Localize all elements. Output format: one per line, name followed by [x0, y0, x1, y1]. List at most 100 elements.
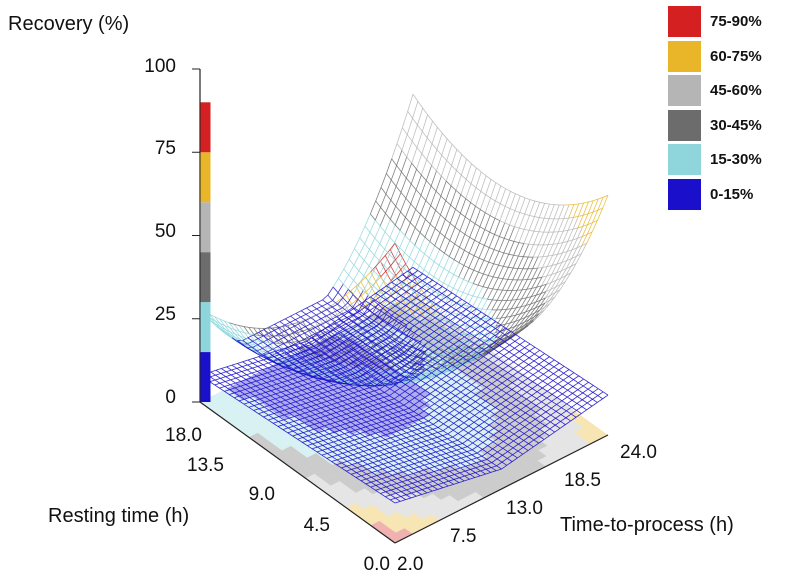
- upper-surface-mesh-line: [338, 351, 344, 355]
- lower-surface-mesh-line: [559, 424, 566, 429]
- upper-surface-mesh-line: [420, 214, 426, 220]
- upper-surface-mesh-line: [359, 352, 365, 357]
- upper-surface-mesh-line: [434, 245, 440, 250]
- lower-surface-mesh-line: [373, 455, 379, 459]
- upper-surface-mesh-line: [452, 276, 459, 289]
- upper-surface-mesh-line: [449, 222, 456, 228]
- upper-surface-mesh-line: [436, 133, 443, 150]
- upper-surface-mesh-line: [476, 298, 483, 309]
- lower-surface-mesh-line: [533, 435, 540, 441]
- upper-surface-mesh-line: [455, 355, 461, 360]
- lower-surface-mesh-line: [535, 408, 542, 413]
- upper-surface-mesh-line: [351, 299, 357, 305]
- upper-surface-mesh-line: [555, 277, 562, 288]
- upper-surface-mesh-line: [368, 365, 375, 371]
- upper-surface-mesh-line: [547, 265, 553, 267]
- upper-surface-mesh-line: [485, 179, 492, 195]
- lower-surface-mesh-line: [516, 388, 523, 394]
- lower-surface-mesh-line: [534, 350, 540, 355]
- upper-surface-mesh-line: [331, 314, 338, 319]
- upper-surface-mesh-line: [546, 282, 552, 285]
- upper-surface-mesh-line: [518, 229, 525, 243]
- floor-contour-cell: [423, 504, 441, 515]
- upper-surface-mesh-line: [520, 317, 526, 320]
- lower-surface-mesh-line: [432, 489, 438, 492]
- upper-surface-mesh-line: [446, 138, 453, 145]
- lower-surface-mesh-line: [470, 467, 476, 470]
- upper-surface-mesh-line: [578, 202, 584, 205]
- upper-surface-mesh-line: [552, 243, 558, 245]
- upper-surface-mesh-line: [522, 244, 530, 257]
- upper-surface-mesh-line: [485, 175, 492, 180]
- floor-contour-cell: [371, 390, 389, 401]
- upper-surface-mesh-line: [398, 268, 405, 280]
- lower-surface-mesh-line: [537, 380, 544, 386]
- upper-surface-mesh-line: [468, 281, 474, 284]
- lower-surface-mesh-line: [499, 420, 505, 425]
- lower-surface-mesh-line: [567, 379, 574, 384]
- floor-contour-cell: [243, 385, 261, 396]
- lower-surface-mesh-line: [562, 382, 569, 388]
- upper-surface-mesh-line: [258, 329, 265, 333]
- upper-surface-mesh-line: [441, 132, 448, 140]
- upper-surface-mesh-line: [509, 239, 515, 242]
- lower-surface-mesh-line: [491, 458, 498, 463]
- floor-contour-cell: [330, 481, 348, 492]
- upper-surface-mesh-line: [390, 179, 397, 187]
- upper-surface-mesh-line: [273, 330, 280, 335]
- upper-surface-mesh-line: [300, 310, 307, 315]
- upper-surface-mesh-line: [385, 351, 391, 356]
- upper-surface-mesh-line: [389, 254, 395, 260]
- upper-surface-mesh-line: [297, 320, 303, 324]
- lower-surface-mesh-line: [425, 453, 431, 456]
- upper-surface-mesh-line: [409, 245, 416, 258]
- upper-surface-mesh-line: [505, 205, 511, 209]
- upper-surface-mesh-line: [298, 345, 304, 349]
- upper-surface-mesh-line: [350, 285, 357, 291]
- lower-surface-mesh-line: [476, 455, 483, 459]
- upper-surface-mesh-line: [373, 270, 380, 277]
- upper-surface-mesh-line: [508, 226, 515, 241]
- upper-surface-mesh-line: [234, 323, 240, 326]
- upper-surface-mesh-line: [524, 228, 530, 231]
- floor-contour-cell: [475, 367, 493, 378]
- upper-surface-mesh-line: [349, 369, 355, 372]
- floor-contour-cell: [377, 427, 395, 438]
- upper-surface-mesh-line: [372, 320, 378, 326]
- upper-surface-mesh-line: [491, 289, 498, 301]
- upper-surface-mesh-line: [348, 264, 355, 276]
- upper-surface-mesh-line: [529, 312, 536, 320]
- lower-surface-mesh-line: [410, 495, 417, 499]
- upper-surface-mesh-line: [489, 231, 495, 235]
- upper-surface-mesh-line: [243, 326, 250, 335]
- upper-surface-mesh-line: [406, 292, 413, 302]
- upper-surface-mesh-line: [515, 313, 521, 316]
- upper-surface-mesh-line: [499, 206, 506, 221]
- upper-surface-mesh-line: [429, 223, 436, 229]
- upper-surface-mesh-line: [464, 341, 471, 347]
- upper-surface-mesh-line: [325, 319, 332, 323]
- upper-surface-mesh-line: [368, 265, 375, 272]
- upper-surface-mesh-line: [492, 265, 499, 277]
- upper-surface-mesh-line: [385, 193, 392, 201]
- upper-surface-mesh-line: [312, 361, 319, 366]
- upper-surface-mesh-line: [231, 337, 238, 342]
- upper-surface-mesh-line: [474, 223, 481, 228]
- upper-surface-mesh-line: [341, 317, 348, 321]
- floor-contour-cell: [278, 377, 296, 389]
- upper-surface-mesh-line: [513, 254, 519, 257]
- upper-surface-mesh-line: [475, 171, 482, 188]
- upper-surface-mesh-line: [384, 237, 391, 250]
- floor-contour-cell: [366, 463, 384, 474]
- upper-surface-mesh-line: [383, 270, 390, 282]
- upper-surface-mesh-line: [429, 365, 435, 371]
- upper-surface-mesh-line: [470, 202, 476, 207]
- upper-surface-mesh-line: [400, 177, 407, 193]
- upper-surface-mesh-line: [390, 355, 396, 360]
- upper-surface-mesh-line: [546, 265, 553, 277]
- upper-surface-mesh-line: [416, 147, 423, 155]
- lower-surface-mesh-line: [506, 461, 513, 466]
- upper-surface-mesh-line: [493, 345, 499, 349]
- upper-surface-mesh-line: [316, 308, 322, 313]
- lower-surface-mesh-line: [451, 449, 457, 453]
